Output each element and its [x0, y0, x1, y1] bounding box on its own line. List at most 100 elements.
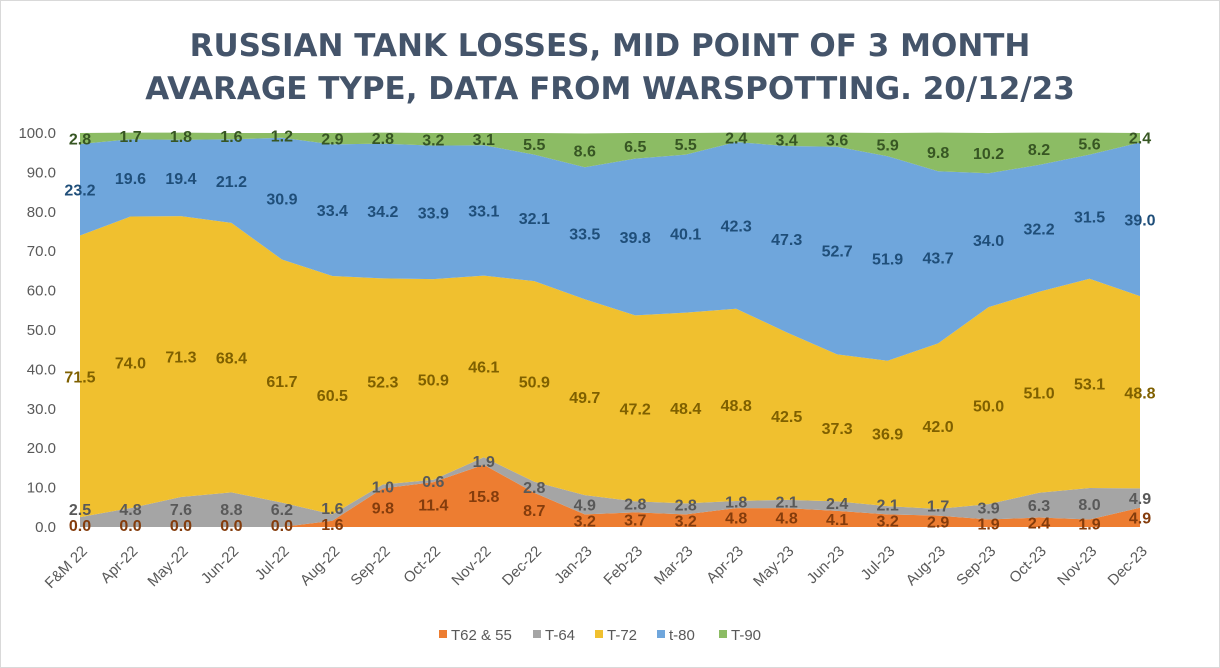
- data-label: 8.8: [220, 502, 242, 519]
- x-tick-label: Aug-23: [903, 543, 949, 589]
- data-label: 15.8: [468, 489, 499, 506]
- data-label: 52.3: [367, 374, 398, 391]
- y-tick-label: 80.0: [27, 204, 56, 221]
- x-tick-label: Oct-23: [1006, 543, 1050, 587]
- y-tick-label: 60.0: [27, 283, 56, 300]
- x-tick-label: Jul-22: [252, 543, 293, 584]
- data-label: 43.7: [923, 250, 954, 267]
- y-tick-label: 10.0: [27, 480, 56, 497]
- chart-title-line-2: AVARAGE TYPE, DATA FROM WARSPOTTING. 20/…: [145, 71, 1075, 107]
- data-label: 2.9: [927, 514, 949, 531]
- legend-item[interactable]: t-80: [657, 627, 695, 644]
- data-label: 68.4: [216, 351, 247, 368]
- legend-label: T-72: [607, 627, 637, 644]
- data-label: 50.9: [519, 374, 550, 391]
- legend-item[interactable]: T-72: [595, 627, 637, 644]
- data-label: 8.7: [523, 503, 545, 520]
- data-label: 3.4: [776, 132, 798, 149]
- data-label: 32.1: [519, 211, 550, 228]
- data-label: 1.9: [977, 516, 999, 533]
- data-label: 0.0: [271, 518, 293, 535]
- data-label: 30.9: [266, 192, 297, 209]
- data-label: 2.8: [624, 497, 646, 514]
- data-label: 5.6: [1078, 137, 1100, 154]
- legend-label: T-90: [731, 627, 761, 644]
- data-label: 3.6: [826, 133, 848, 150]
- data-label: 37.3: [822, 421, 853, 438]
- data-label: 33.4: [317, 203, 348, 220]
- data-label: 4.9: [1129, 491, 1151, 508]
- data-label: 1.9: [1078, 516, 1100, 533]
- data-label: 42.5: [771, 409, 802, 426]
- x-tick-label: Feb-23: [600, 543, 646, 589]
- data-label: 7.6: [170, 502, 192, 519]
- data-label: 47.2: [620, 401, 651, 418]
- legend-swatch: [533, 630, 541, 638]
- data-label: 4.8: [725, 511, 747, 528]
- area-t62-55: [80, 464, 1140, 527]
- area-t-64: [80, 457, 1140, 527]
- legend-item[interactable]: T62 & 55: [439, 627, 512, 644]
- data-label: 34.0: [973, 233, 1004, 250]
- legend-item[interactable]: T-64: [533, 627, 575, 644]
- data-label: 36.9: [872, 426, 903, 443]
- data-label: 2.1: [876, 498, 898, 515]
- area-t-80: [80, 137, 1140, 361]
- data-label: 48.8: [721, 398, 752, 415]
- area-t-72: [80, 216, 1140, 518]
- data-label: 1.8: [170, 129, 192, 146]
- legend-swatch: [719, 630, 727, 638]
- data-label: 34.2: [367, 204, 398, 221]
- data-label: 4.8: [119, 502, 141, 519]
- legend-label: T62 & 55: [451, 627, 512, 644]
- x-tick-label: F&M 22: [42, 543, 91, 592]
- legend-label: T-64: [545, 627, 575, 644]
- x-tick-label: Mar-23: [651, 543, 697, 589]
- data-label: 48.8: [1124, 385, 1155, 402]
- data-label: 0.0: [119, 518, 141, 535]
- data-label: 2.8: [372, 131, 394, 148]
- data-label: 21.2: [216, 174, 247, 191]
- data-label: 3.2: [876, 514, 898, 531]
- data-label: 9.8: [927, 145, 949, 162]
- x-tick-label: Jan-23: [551, 543, 595, 587]
- data-label: 39.0: [1124, 212, 1155, 229]
- data-label: 10.2: [973, 146, 1004, 163]
- data-label: 9.8: [372, 501, 394, 518]
- data-label: 2.9: [321, 132, 343, 149]
- data-label: 71.5: [64, 369, 95, 386]
- data-label: 3.1: [473, 132, 495, 149]
- data-label: 5.9: [876, 138, 898, 155]
- x-tick-label: Sep-22: [347, 543, 393, 589]
- data-label: 2.8: [523, 480, 545, 497]
- y-tick-label: 30.0: [27, 401, 56, 418]
- x-tick-label: Jun-23: [804, 543, 848, 587]
- data-label: 74.0: [115, 355, 146, 372]
- data-label: 2.4: [1028, 515, 1050, 532]
- data-label: 1.0: [372, 479, 394, 496]
- y-tick-label: 50.0: [27, 322, 56, 339]
- x-tick-label: Jul-23: [858, 543, 899, 584]
- data-label: 71.3: [165, 350, 196, 367]
- x-tick-label: Oct-22: [400, 543, 444, 587]
- data-label: 2.5: [69, 502, 91, 519]
- data-label: 4.8: [776, 511, 798, 528]
- x-tick-label: Nov-22: [448, 543, 494, 589]
- legend-item[interactable]: T-90: [719, 627, 761, 644]
- data-label: 1.9: [473, 454, 495, 471]
- data-label: 47.3: [771, 232, 802, 249]
- data-label: 3.2: [422, 132, 444, 149]
- data-label: 8.2: [1028, 142, 1050, 159]
- y-tick-label: 0.0: [35, 519, 56, 536]
- data-label: 60.5: [317, 388, 348, 405]
- area-t-90: [80, 132, 1140, 174]
- data-label: 33.1: [468, 203, 499, 220]
- data-label: 4.1: [826, 512, 848, 529]
- data-label: 32.2: [1023, 221, 1054, 238]
- x-tick-label: Dec-23: [1105, 543, 1151, 589]
- data-label: 4.9: [1129, 510, 1151, 527]
- x-tick-label: Aug-22: [297, 543, 343, 589]
- y-tick-label: 100.0: [18, 125, 56, 142]
- data-label: 61.7: [266, 374, 297, 391]
